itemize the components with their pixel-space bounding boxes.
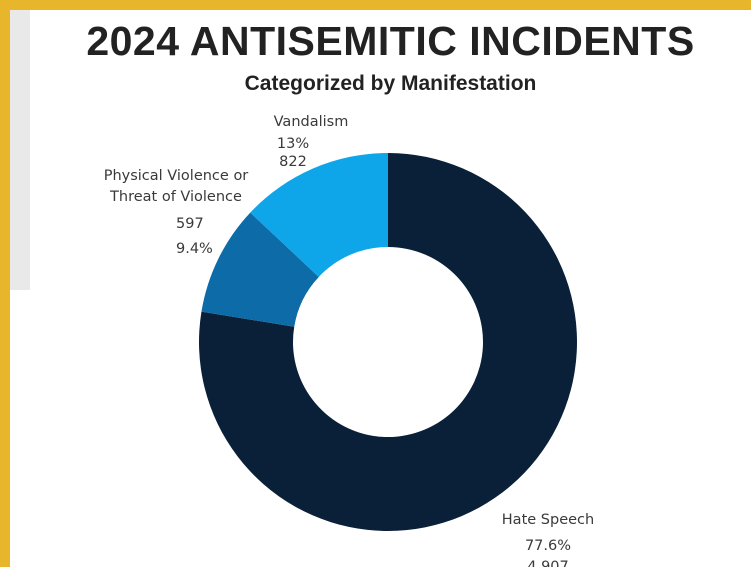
hate-speech-percent: 77.6%	[525, 538, 571, 554]
slice-vandalism	[250, 153, 388, 277]
slice-physical-violence	[201, 212, 319, 327]
frame-border-top	[0, 0, 751, 10]
hate-speech-label: Hate Speech	[502, 512, 594, 528]
vandalism-label: Vandalism	[274, 114, 349, 130]
physical-violence-percent: 9.4%	[176, 241, 213, 257]
vandalism-percent: 13%	[277, 136, 309, 152]
chart-subtitle: Categorized by Manifestation	[244, 72, 537, 95]
chart-title: 2024 ANTISEMITIC INCIDENTS	[86, 18, 695, 64]
slice-hate-speech	[199, 153, 577, 531]
vandalism-value: 822	[279, 154, 307, 170]
physical-violence-label-line-1: Physical Violence or	[104, 168, 249, 184]
frame-border-left	[0, 0, 10, 567]
donut-slices	[199, 153, 577, 531]
hate-speech-value: 4,907	[527, 559, 569, 567]
physical-violence-value: 597	[176, 216, 204, 232]
physical-violence-label-line-2: Threat of Violence	[109, 189, 242, 205]
